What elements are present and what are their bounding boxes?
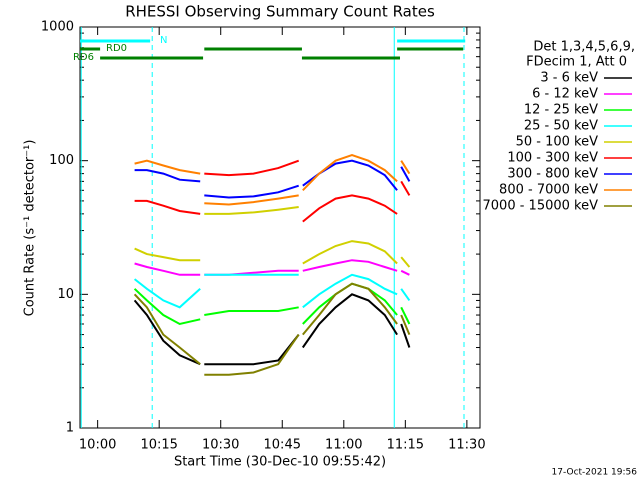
x-tick-label: 10:00 [79, 438, 116, 453]
footer: 17-Oct-2021 19:56 [552, 468, 638, 478]
legend-label: 800 - 7000 keV [499, 183, 598, 198]
series-line [134, 159, 411, 223]
plot-frame [79, 26, 481, 429]
y-tick-label: 1 [66, 421, 74, 436]
legend-header: FDecim 1, Att 0 [526, 55, 627, 70]
flag-label: N [160, 35, 167, 46]
x-tick-label: 11:30 [448, 438, 485, 453]
flag-label: RD0 [106, 43, 127, 54]
legend-header: Det 1,3,4,5,6,9, [533, 40, 635, 55]
x-tick-label: 10:45 [264, 438, 301, 453]
legend-label: 6 - 12 keV [532, 87, 598, 102]
legend-label: 25 - 50 keV [524, 119, 598, 134]
x-tick-label: 11:15 [387, 438, 424, 453]
x-tick-label: 10:15 [140, 438, 177, 453]
series-line [133, 282, 411, 376]
series-line [134, 259, 410, 276]
y-tick-label: 100 [49, 153, 74, 168]
series-line [134, 206, 411, 268]
y-tick-label: 1000 [41, 20, 74, 35]
legend-label: 3 - 6 keV [540, 71, 598, 86]
legend-label: 12 - 25 keV [524, 103, 598, 118]
chart-title: RHESSI Observing Summary Count Rates [125, 3, 435, 21]
series-line [134, 154, 411, 206]
series-line [133, 293, 411, 366]
series-line [133, 282, 411, 326]
x-tick-label: 11:00 [325, 438, 362, 453]
flag-label: RD6 [73, 52, 94, 63]
x-axis-label: Start Time (30-Dec-10 09:55:42) [174, 455, 386, 470]
legend-label: 7000 - 15000 keV [483, 199, 599, 214]
legend-label: 100 - 300 keV [507, 151, 598, 166]
legend-label: 50 - 100 keV [516, 135, 599, 150]
y-tick-label: 10 [57, 287, 74, 302]
series-line [133, 273, 411, 309]
series-line [134, 159, 411, 199]
x-tick-label: 10:30 [202, 438, 239, 453]
legend-label: 300 - 800 keV [507, 167, 598, 182]
y-axis-label: Count Rate (s⁻¹ detector⁻¹) [23, 140, 38, 317]
